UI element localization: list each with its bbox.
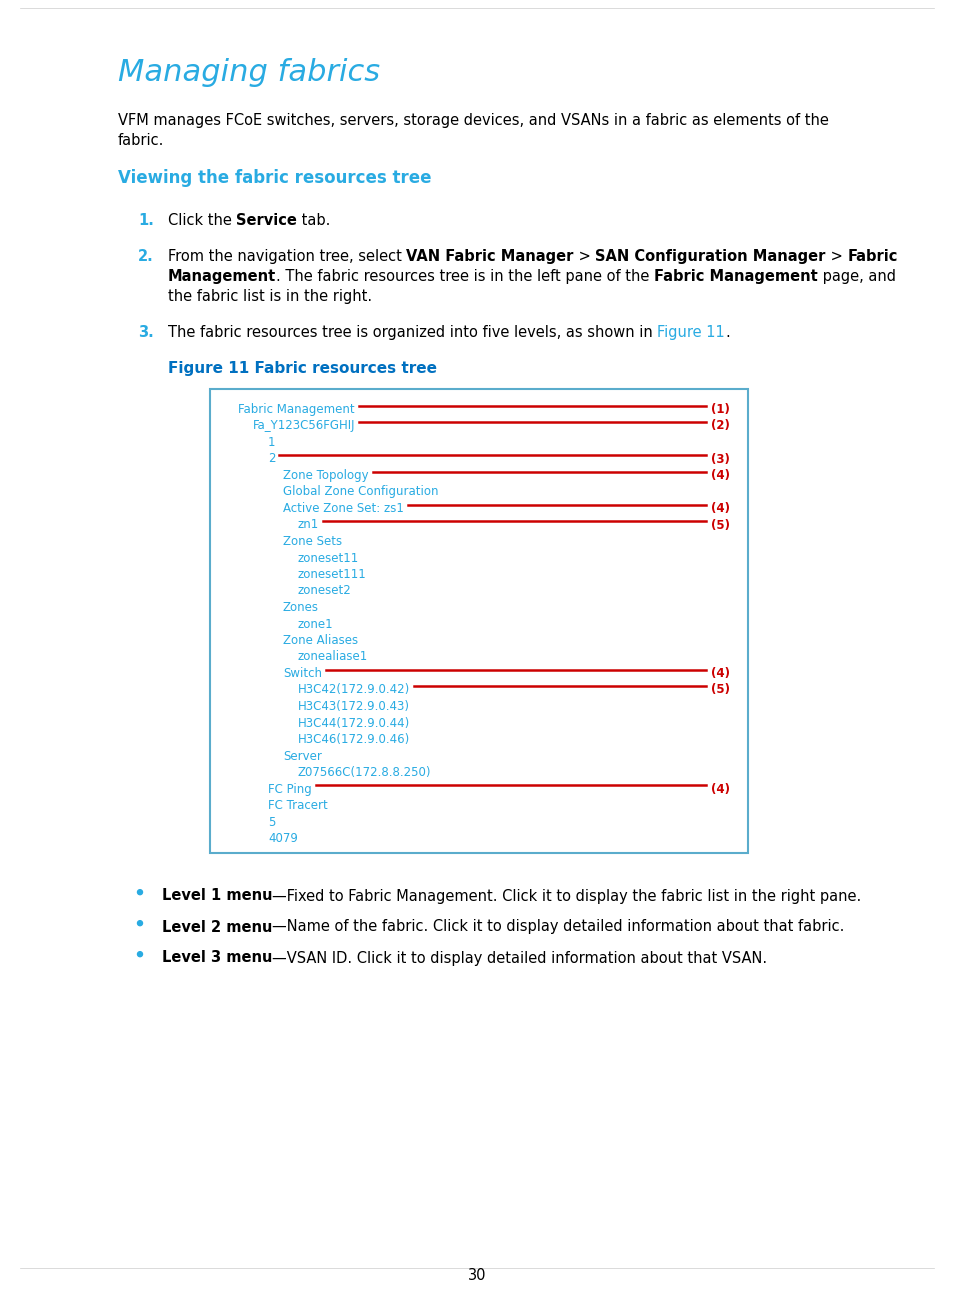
Text: (4): (4): [710, 502, 729, 515]
Text: Global Zone Configuration: Global Zone Configuration: [283, 486, 438, 499]
Text: The fabric resources tree is organized into five levels, as shown in: The fabric resources tree is organized i…: [168, 325, 657, 340]
Text: Level 2 menu: Level 2 menu: [162, 919, 273, 934]
Text: zoneset111: zoneset111: [297, 568, 366, 581]
Text: Click the: Click the: [168, 213, 236, 228]
Text: (1): (1): [710, 403, 729, 416]
Text: the fabric list is in the right.: the fabric list is in the right.: [168, 289, 372, 305]
Text: 3.: 3.: [138, 325, 153, 340]
Text: Zone Topology: Zone Topology: [283, 469, 368, 482]
Text: zone1: zone1: [297, 617, 334, 630]
Bar: [210, 389, 747, 853]
Text: 4079: 4079: [268, 832, 297, 845]
Text: Management: Management: [168, 270, 276, 284]
Text: From the navigation tree, select: From the navigation tree, select: [168, 249, 406, 264]
Text: zoneset2: zoneset2: [297, 584, 352, 597]
Text: (3): (3): [710, 452, 729, 465]
Text: page, and: page, and: [817, 270, 895, 284]
Text: (4): (4): [710, 469, 729, 482]
Text: (5): (5): [710, 518, 729, 531]
Text: Zone Aliases: Zone Aliases: [283, 634, 357, 647]
Text: 2: 2: [268, 452, 275, 465]
Text: Server: Server: [283, 749, 321, 762]
Text: H3C43(172.9.0.43): H3C43(172.9.0.43): [297, 700, 410, 713]
Text: Z07566C(172.8.8.250): Z07566C(172.8.8.250): [297, 766, 431, 779]
Text: Fabric Management: Fabric Management: [654, 270, 817, 284]
Circle shape: [137, 951, 142, 956]
Text: zoneset11: zoneset11: [297, 552, 359, 565]
Text: Zones: Zones: [283, 601, 318, 614]
Text: fabric.: fabric.: [118, 133, 164, 148]
Text: Figure 11 Fabric resources tree: Figure 11 Fabric resources tree: [168, 362, 436, 376]
Text: . The fabric resources tree is in the left pane of the: . The fabric resources tree is in the le…: [276, 270, 654, 284]
Text: H3C46(172.9.0.46): H3C46(172.9.0.46): [297, 734, 410, 746]
Text: Fabric Management: Fabric Management: [237, 403, 355, 416]
Text: Viewing the fabric resources tree: Viewing the fabric resources tree: [118, 168, 431, 187]
Text: Level 3 menu: Level 3 menu: [162, 950, 273, 966]
Text: Active Zone Set: zs1: Active Zone Set: zs1: [283, 502, 403, 515]
Text: H3C44(172.9.0.44): H3C44(172.9.0.44): [297, 717, 410, 730]
Text: Fa_Y123C56FGHIJ: Fa_Y123C56FGHIJ: [253, 420, 355, 433]
Text: 1.: 1.: [138, 213, 153, 228]
Text: zonealiase1: zonealiase1: [297, 651, 368, 664]
Text: Fabric: Fabric: [846, 249, 897, 264]
Circle shape: [137, 889, 142, 894]
Text: Managing fabrics: Managing fabrics: [118, 58, 379, 87]
Text: 2.: 2.: [138, 249, 153, 264]
Text: —Name of the fabric. Click it to display detailed information about that fabric.: —Name of the fabric. Click it to display…: [273, 919, 843, 934]
Text: >: >: [825, 249, 846, 264]
Text: H3C42(172.9.0.42): H3C42(172.9.0.42): [297, 683, 410, 696]
Text: Figure 11: Figure 11: [657, 325, 724, 340]
Text: 30: 30: [467, 1267, 486, 1283]
Text: 1: 1: [268, 435, 275, 448]
Text: Service: Service: [236, 213, 297, 228]
Text: VAN Fabric Manager: VAN Fabric Manager: [406, 249, 574, 264]
Text: —Fixed to Fabric Management. Click it to display the fabric list in the right pa: —Fixed to Fabric Management. Click it to…: [273, 889, 861, 903]
Text: VFM manages FCoE switches, servers, storage devices, and VSANs in a fabric as el: VFM manages FCoE switches, servers, stor…: [118, 113, 828, 128]
Text: tab.: tab.: [297, 213, 331, 228]
Text: (5): (5): [710, 683, 729, 696]
Text: —VSAN ID. Click it to display detailed information about that VSAN.: —VSAN ID. Click it to display detailed i…: [273, 950, 767, 966]
Text: Level 1 menu: Level 1 menu: [162, 889, 273, 903]
Circle shape: [137, 920, 142, 925]
Text: zn1: zn1: [297, 518, 319, 531]
Text: 5: 5: [268, 815, 275, 828]
Text: .: .: [724, 325, 729, 340]
Text: FC Tracert: FC Tracert: [268, 800, 328, 813]
Text: (4): (4): [710, 667, 729, 680]
Text: FC Ping: FC Ping: [268, 783, 312, 796]
Text: >: >: [574, 249, 595, 264]
Text: (2): (2): [710, 420, 729, 433]
Text: (4): (4): [710, 783, 729, 796]
Text: Zone Sets: Zone Sets: [283, 535, 342, 548]
Text: SAN Configuration Manager: SAN Configuration Manager: [595, 249, 825, 264]
Text: Switch: Switch: [283, 667, 322, 680]
